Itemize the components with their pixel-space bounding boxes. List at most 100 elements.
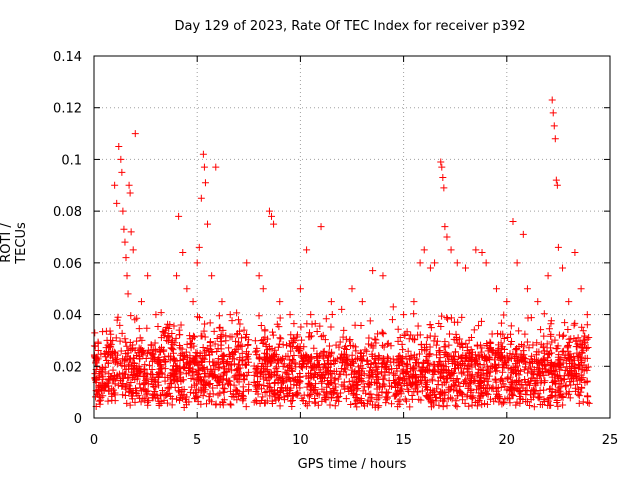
data-point — [305, 333, 313, 341]
data-point — [523, 398, 531, 406]
data-point — [197, 194, 205, 202]
data-point — [265, 379, 273, 387]
data-point — [408, 395, 416, 403]
data-point — [219, 351, 227, 359]
data-point — [98, 379, 106, 387]
x-tick-label: 5 — [193, 433, 201, 448]
data-point — [219, 398, 227, 406]
data-point — [404, 347, 412, 355]
data-point — [340, 344, 348, 352]
data-point — [451, 382, 459, 390]
data-point — [397, 382, 405, 390]
data-point — [351, 368, 359, 376]
data-point — [110, 348, 118, 356]
data-point — [141, 396, 149, 404]
data-point — [251, 337, 259, 345]
data-point — [120, 225, 128, 233]
data-point — [268, 399, 276, 407]
data-point — [235, 361, 243, 369]
data-point — [427, 398, 435, 406]
data-point — [173, 272, 181, 280]
data-point — [245, 386, 253, 394]
data-point — [359, 364, 367, 372]
data-point — [551, 393, 559, 401]
data-point — [320, 347, 328, 355]
data-point — [545, 397, 553, 405]
data-point — [443, 402, 451, 410]
data-point — [395, 362, 403, 370]
data-point — [166, 321, 174, 329]
data-point — [353, 381, 361, 389]
data-point — [473, 356, 481, 364]
data-point — [375, 353, 383, 361]
data-point — [388, 316, 396, 324]
data-point — [104, 341, 112, 349]
data-point — [160, 390, 168, 398]
data-point — [257, 321, 265, 329]
data-point — [96, 367, 104, 375]
data-point — [470, 326, 478, 334]
data-point — [186, 364, 194, 372]
data-point — [274, 387, 282, 395]
data-point — [131, 130, 139, 138]
data-point — [338, 305, 346, 313]
data-point — [284, 391, 292, 399]
data-point — [320, 374, 328, 382]
data-point — [266, 359, 274, 367]
data-point — [390, 358, 398, 366]
data-point — [360, 352, 368, 360]
data-point — [567, 335, 575, 343]
dense-point-band — [90, 309, 593, 411]
data-point — [129, 246, 137, 254]
data-point — [440, 184, 448, 192]
data-point — [95, 383, 103, 391]
data-point — [509, 217, 517, 225]
data-point — [478, 344, 486, 352]
data-point — [400, 311, 408, 319]
data-point — [396, 396, 404, 404]
data-point — [454, 392, 462, 400]
data-point — [461, 361, 469, 369]
data-point — [366, 317, 374, 325]
data-point — [475, 389, 483, 397]
data-point — [551, 371, 559, 379]
x-tick-label: 25 — [602, 433, 619, 448]
data-point — [512, 401, 520, 409]
data-point — [234, 366, 242, 374]
data-point — [481, 400, 489, 408]
data-point — [208, 272, 216, 280]
data-point — [513, 357, 521, 365]
data-point — [141, 386, 149, 394]
data-point — [288, 402, 296, 410]
data-point — [489, 383, 497, 391]
data-point — [468, 363, 476, 371]
data-point — [333, 389, 341, 397]
data-point — [350, 374, 358, 382]
data-point — [374, 330, 382, 338]
data-point — [503, 298, 511, 306]
data-point — [152, 378, 160, 386]
data-point — [414, 359, 422, 367]
data-point — [223, 368, 231, 376]
data-point — [318, 385, 326, 393]
data-point — [437, 158, 445, 166]
data-point — [290, 320, 298, 328]
data-point — [220, 352, 228, 360]
data-point — [462, 354, 470, 362]
data-point — [420, 358, 428, 366]
data-point — [516, 399, 524, 407]
data-point — [578, 348, 586, 356]
data-point — [380, 358, 388, 366]
data-point — [284, 363, 292, 371]
data-point — [188, 339, 196, 347]
data-point — [407, 331, 415, 339]
data-point — [409, 373, 417, 381]
data-point — [367, 390, 375, 398]
data-point — [477, 348, 485, 356]
data-point — [193, 392, 201, 400]
data-point — [548, 96, 556, 104]
data-point — [125, 181, 133, 189]
data-point — [366, 372, 374, 380]
data-point — [194, 377, 202, 385]
